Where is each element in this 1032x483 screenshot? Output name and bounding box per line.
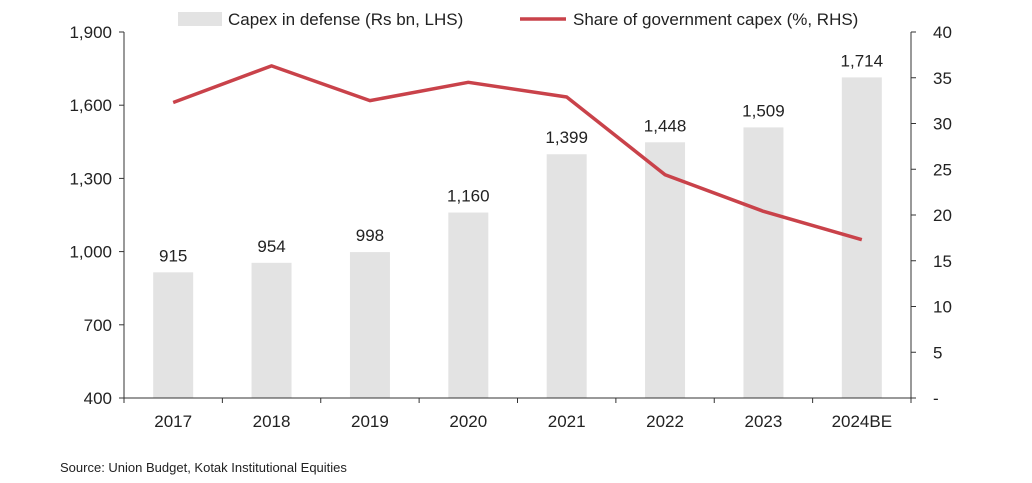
right-tick-label: 5 [933, 343, 942, 362]
left-tick-label: 1,600 [69, 96, 112, 115]
bar-data-label: 1,714 [841, 51, 884, 70]
left-tick-label: 700 [84, 316, 112, 335]
bar-2018 [251, 262, 292, 398]
left-tick-label: 1,000 [69, 243, 112, 262]
bar-2019 [349, 252, 390, 398]
right-tick-label: 25 [933, 160, 952, 179]
bar-data-label: 1,160 [447, 187, 490, 206]
legend-bar-label: Capex in defense (Rs bn, LHS) [228, 10, 463, 29]
right-tick-label: 20 [933, 206, 952, 225]
bar-2024BE [841, 77, 882, 398]
x-tick-label: 2019 [351, 412, 389, 431]
right-tick-label: 35 [933, 69, 952, 88]
x-tick-label: 2023 [745, 412, 783, 431]
legend-line-label: Share of government capex (%, RHS) [573, 10, 858, 29]
right-tick-label: 40 [933, 23, 952, 42]
left-tick-label: 1,300 [69, 169, 112, 188]
x-tick-label: 2024BE [832, 412, 893, 431]
bar-data-label: 1,448 [644, 116, 687, 135]
x-tick-label: 2020 [449, 412, 487, 431]
x-tick-label: 2017 [154, 412, 192, 431]
x-tick-label: 2018 [253, 412, 291, 431]
right-tick-label: - [933, 389, 939, 408]
bar-data-label: 1,509 [742, 101, 785, 120]
left-tick-label: 400 [84, 389, 112, 408]
source-note: Source: Union Budget, Kotak Institutiona… [60, 460, 347, 475]
left-tick-label: 1,900 [69, 23, 112, 42]
share-line [172, 64, 863, 242]
bar-2023 [743, 127, 784, 399]
x-tick-label: 2021 [548, 412, 586, 431]
right-tick-label: 10 [933, 298, 952, 317]
bar-2021 [546, 154, 587, 398]
bar-data-label: 954 [257, 237, 285, 256]
right-tick-label: 30 [933, 115, 952, 134]
bar-data-label: 998 [356, 226, 384, 245]
bar-2017 [153, 272, 194, 398]
bar-data-label: 1,399 [545, 128, 588, 147]
bar-2022 [645, 142, 686, 398]
legend-bar-swatch [178, 12, 222, 26]
x-tick-label: 2022 [646, 412, 684, 431]
bar-2020 [448, 212, 489, 398]
right-tick-label: 15 [933, 252, 952, 271]
bar-data-label: 915 [159, 246, 187, 265]
